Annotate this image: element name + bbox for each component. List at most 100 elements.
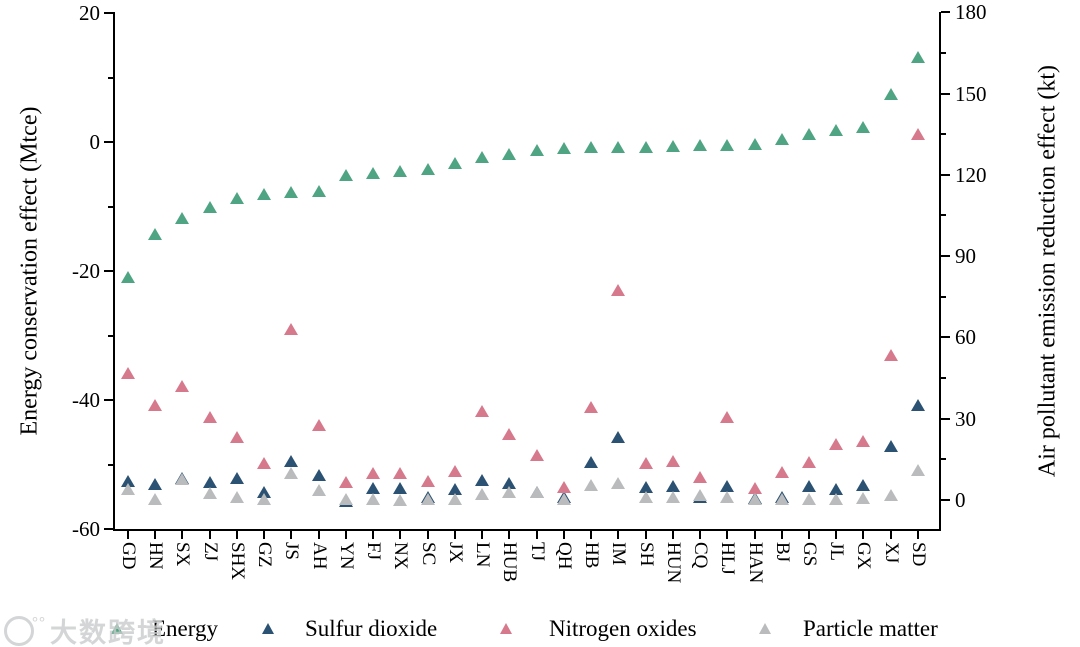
data-point-nitrogen-oxides-sc [420, 475, 435, 488]
data-point-nitrogen-oxides-ah [311, 419, 326, 432]
data-point-energy-xj [883, 88, 898, 101]
data-point-energy-gs [802, 128, 816, 141]
data-point-energy-ln [475, 151, 490, 164]
right-axis-line [939, 12, 941, 530]
data-point-sulfur-dioxide-ln [475, 473, 490, 486]
data-point-sulfur-dioxide-ah [311, 469, 326, 482]
x-tick-label-hlj: HLJ [717, 542, 739, 575]
watermark-text: 大数跨境 [50, 618, 166, 647]
left-major-tick [104, 141, 113, 143]
x-tick [508, 531, 511, 539]
data-point-particle-matter-xj [883, 489, 898, 502]
left-tick-label: -20 [72, 259, 100, 283]
left-major-tick [104, 12, 113, 14]
x-tick [726, 531, 729, 539]
data-point-nitrogen-oxides-gs [802, 456, 816, 469]
legend-label-sulfur-dioxide: Sulfur dioxide [305, 616, 438, 641]
data-point-nitrogen-oxides-sh [638, 457, 653, 470]
data-point-nitrogen-oxides-cq [693, 470, 708, 483]
data-point-particle-matter-sc [420, 492, 435, 505]
x-tick-label-sx: SX [172, 542, 194, 567]
x-tick-label-cq: CQ [690, 542, 712, 569]
data-point-nitrogen-oxides-yn [338, 476, 353, 489]
data-point-particle-matter-gx [856, 492, 871, 505]
right-major-tick [941, 92, 950, 95]
data-point-sulfur-dioxide-hlj [720, 480, 735, 493]
left-axis-line [113, 12, 115, 530]
right-major-tick [941, 499, 950, 501]
data-point-particle-matter-qh [556, 492, 571, 505]
x-tick [780, 531, 783, 539]
data-point-energy-sh [638, 140, 653, 153]
x-tick-label-gs: GS [799, 542, 820, 567]
data-point-energy-hn [148, 227, 163, 240]
x-tick [426, 531, 429, 539]
data-point-nitrogen-oxides-nx [393, 467, 408, 480]
data-point-nitrogen-oxides-jl [829, 438, 844, 451]
data-point-particle-matter-yn [338, 492, 353, 505]
x-tick [535, 531, 538, 539]
data-point-particle-matter-bj [774, 492, 789, 505]
data-point-sulfur-dioxide-im [611, 431, 626, 444]
x-tick-label-im: IM [608, 542, 630, 566]
left-tick-label: -40 [72, 388, 100, 412]
data-point-particle-matter-gs [802, 492, 816, 505]
x-tick [671, 531, 674, 539]
data-point-nitrogen-oxides-hn [148, 399, 163, 412]
data-point-nitrogen-oxides-gz [257, 457, 272, 470]
data-point-particle-matter-sd [910, 464, 925, 477]
data-point-sulfur-dioxide-shx [229, 472, 244, 485]
data-point-energy-gd [121, 271, 135, 284]
data-point-energy-tj [529, 144, 544, 157]
x-tick [481, 531, 484, 539]
data-point-sulfur-dioxide-sh [638, 480, 653, 493]
data-point-energy-im [611, 140, 626, 153]
data-point-sulfur-dioxide-gs [802, 480, 816, 493]
data-point-energy-yn [338, 168, 353, 181]
data-point-particle-matter-gz [257, 492, 272, 505]
data-point-nitrogen-oxides-qh [556, 480, 571, 493]
right-major-tick [941, 255, 950, 258]
data-point-particle-matter-tj [529, 486, 544, 499]
right-minor-tick [941, 133, 946, 136]
left-axis-title: Energy conservation effect (Mtce) [16, 106, 43, 436]
data-point-nitrogen-oxides-fj [366, 467, 381, 480]
left-tick-label: -60 [72, 517, 100, 541]
data-point-sulfur-dioxide-jx [447, 483, 462, 496]
left-minor-tick [108, 205, 113, 208]
data-point-nitrogen-oxides-gx [856, 435, 871, 448]
data-point-particle-matter-gd [121, 483, 135, 496]
nitrogen-oxides-marker-icon [500, 623, 512, 634]
data-point-particle-matter-hlj [720, 491, 735, 504]
right-tick-label: 90 [955, 244, 976, 269]
right-tick-label: 120 [955, 162, 987, 187]
right-tick-label: 180 [955, 0, 987, 25]
data-point-sulfur-dioxide-xj [883, 440, 898, 453]
x-tick [154, 531, 157, 539]
data-point-energy-jx [447, 157, 462, 170]
data-point-particle-matter-jl [829, 493, 844, 506]
x-tick [889, 531, 892, 539]
data-point-sulfur-dioxide-jl [829, 483, 844, 496]
legend-label-nitrogen-oxides: Nitrogen oxides [549, 616, 697, 641]
data-point-nitrogen-oxides-gd [121, 366, 135, 379]
right-major-tick [941, 417, 950, 420]
data-point-energy-js [284, 186, 299, 199]
x-tick-label-han: HAN [744, 542, 766, 584]
x-tick-label-yn: YN [335, 542, 357, 570]
left-tick-label: 0 [89, 130, 101, 154]
data-point-particle-matter-fj [366, 493, 381, 506]
data-point-sulfur-dioxide-nx [393, 482, 408, 495]
x-tick-label-hun: HUN [662, 542, 684, 584]
data-point-nitrogen-oxides-sd [910, 128, 925, 141]
right-minor-tick [941, 458, 946, 461]
x-tick-label-jx: JX [444, 542, 466, 564]
x-tick-label-xj: XJ [880, 542, 902, 564]
data-point-nitrogen-oxides-im [611, 283, 626, 296]
x-tick-label-hn: HN [145, 542, 167, 570]
sulfur-dioxide-marker-icon [262, 623, 274, 634]
x-tick [562, 531, 565, 539]
legend-label-energy: Energy [152, 616, 219, 641]
right-tick-label: 0 [955, 488, 966, 512]
data-point-sulfur-dioxide-hb [584, 456, 599, 469]
